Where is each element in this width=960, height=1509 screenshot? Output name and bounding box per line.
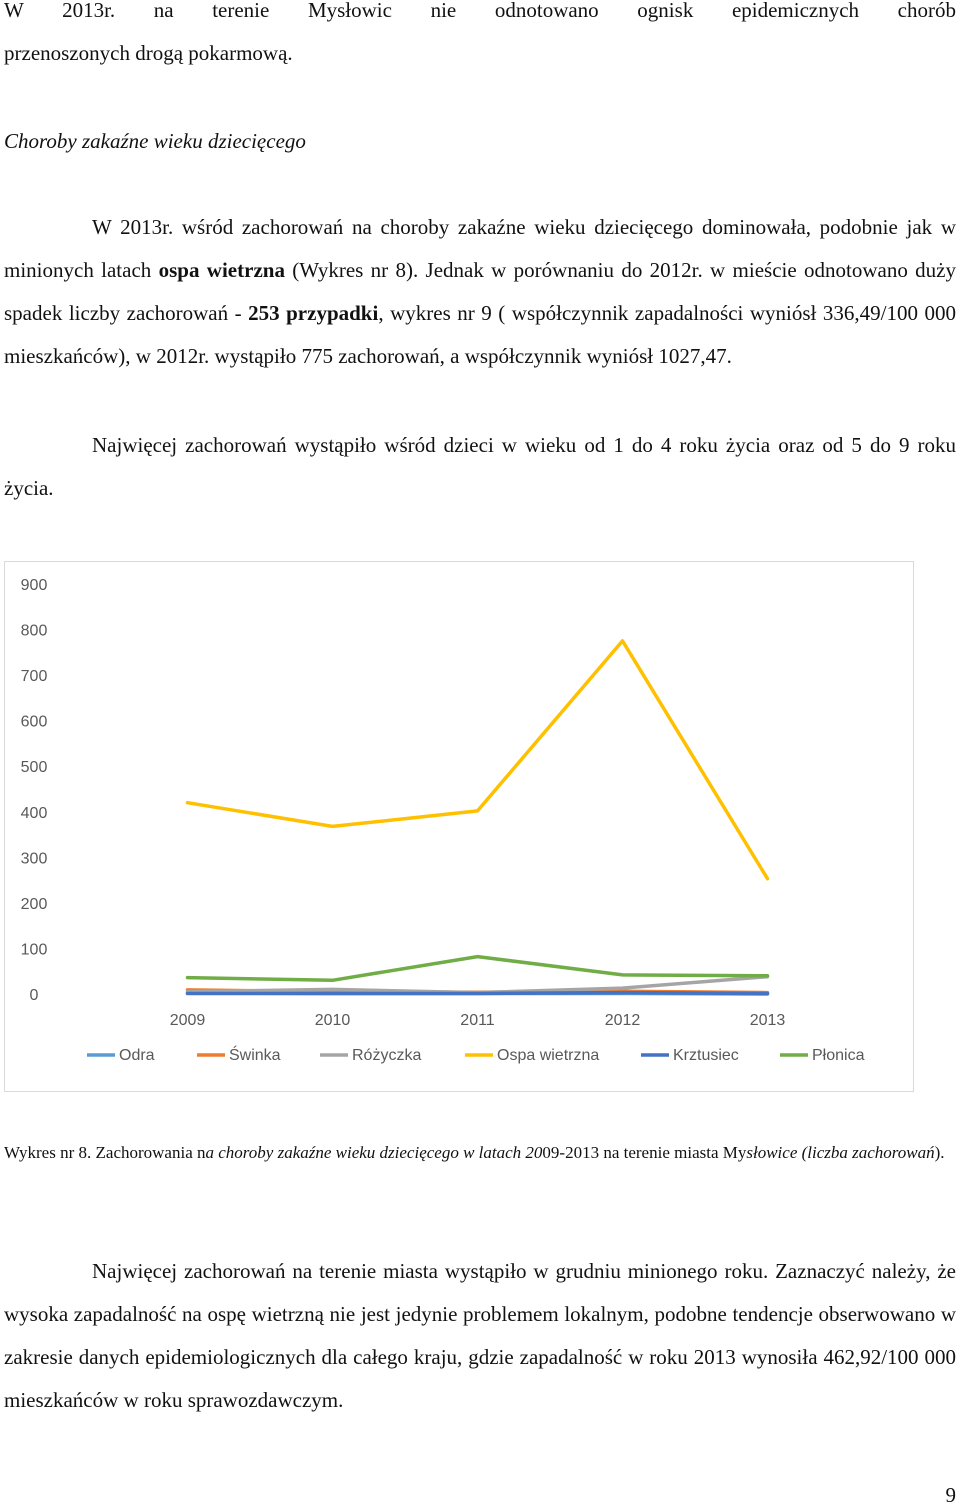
y-tick-label: 100 — [21, 941, 48, 958]
chart-caption-text-1: Wykres nr 8. Zachorowania n — [4, 1143, 206, 1162]
paragraph-chickenpox: W 2013r. wśród zachorowań na choroby zak… — [4, 206, 956, 378]
chart-caption-italic-2: słowice (liczba zachorowań — [746, 1143, 935, 1162]
chart-caption-italic-1: a choroby zakaźne wieku dziecięcego w la… — [205, 1143, 543, 1162]
paragraph-intro-line1: W 2013r. na terenie Mysłowic nie odnotow… — [4, 0, 956, 22]
y-tick-label: 900 — [21, 577, 48, 594]
legend-label: Odra — [119, 1047, 155, 1064]
chart-caption: Wykres nr 8. Zachorowania na choroby zak… — [4, 1135, 956, 1171]
legend-item-odra: Odra — [87, 1047, 155, 1064]
x-tick-label: 2010 — [315, 1012, 351, 1029]
legend-label: Świnka — [229, 1045, 281, 1064]
legend-label: Krztusiec — [673, 1047, 739, 1064]
y-tick-label: 800 — [21, 623, 48, 640]
paragraph-chickenpox-text-3: , wykres nr 9 ( współczynnik zapadalnośc… — [4, 301, 957, 368]
y-tick-label: 200 — [21, 896, 48, 913]
y-tick-label: 0 — [30, 987, 39, 1004]
legend-item-krztusiec: Krztusiec — [641, 1047, 739, 1064]
series-line-ospa-wietrzna — [185, 639, 770, 881]
y-tick-label: 600 — [21, 714, 48, 731]
legend-label: Ospa wietrzna — [497, 1047, 599, 1064]
y-tick-label: 700 — [21, 668, 48, 685]
line-chart: 0 100 200 300 400 500 600 700 800 900 2009 2010 201… — [4, 561, 914, 1092]
x-tick-label: 2013 — [750, 1012, 786, 1029]
page-number: 9 — [945, 1483, 957, 1507]
chart-caption-text-3: ). — [934, 1143, 945, 1162]
series-line-krztusiec — [185, 990, 770, 996]
paragraph-chickenpox-text-1: W 2013r. wśród zachorowań na choroby zak… — [4, 215, 956, 282]
legend-item-różyczka: Różyczka — [320, 1047, 421, 1064]
paragraph-chickenpox-bold-2: 253 przypadki — [248, 301, 379, 325]
legend-item-ospa-wietrzna: Ospa wietrzna — [465, 1047, 599, 1064]
legend-item-świnka: Świnka — [197, 1045, 281, 1064]
y-tick-label: 500 — [21, 759, 48, 776]
legend-item-płonica: Płonica — [780, 1047, 865, 1064]
paragraph-chickenpox-text-2: (Wykres nr 8). Jednak w porównaniu do 20… — [4, 258, 956, 325]
paragraph-age-groups: Najwięcej zachorowań wystąpiło wśród dzi… — [4, 433, 956, 500]
paragraph-intro-line2: przenoszonych drogą pokarmową. — [4, 41, 293, 65]
x-tick-label: 2009 — [170, 1012, 206, 1029]
section-heading: Choroby zakaźne wieku dziecięcego — [4, 129, 306, 153]
y-tick-label: 400 — [21, 805, 48, 822]
y-tick-label: 300 — [21, 850, 48, 867]
paragraph-december: Najwięcej zachorowań na terenie miasta w… — [4, 1259, 956, 1412]
legend-label: Różyczka — [352, 1047, 421, 1064]
chart-caption-text-2: 09-2013 na terenie miasta My — [542, 1143, 747, 1162]
series-line-płonica — [185, 954, 770, 983]
x-tick-label: 2011 — [460, 1012, 495, 1029]
line-chart-svg: 0 100 200 300 400 500 600 700 800 900 2009 2010 201… — [21, 577, 865, 1064]
x-tick-label: 2012 — [605, 1012, 641, 1029]
paragraph-chickenpox-bold-1: ospa wietrzna — [158, 258, 285, 282]
legend-label: Płonica — [812, 1047, 865, 1064]
